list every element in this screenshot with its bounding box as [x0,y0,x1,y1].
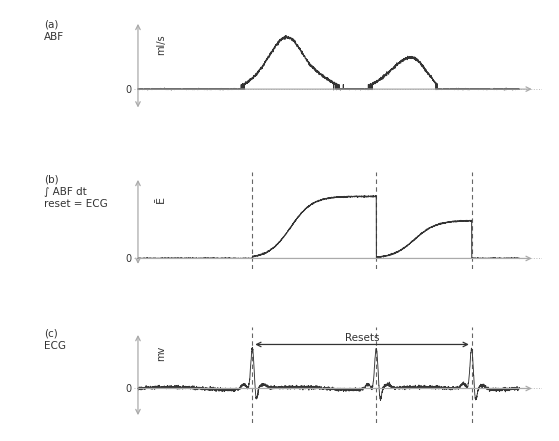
Text: mv: mv [156,346,165,362]
Text: 0: 0 [125,384,131,394]
Text: 0: 0 [125,254,131,264]
Text: (a)
ABF: (a) ABF [44,19,64,42]
Text: Ē: Ē [156,196,165,203]
Text: 0: 0 [125,85,131,95]
Text: ml/s: ml/s [156,34,165,55]
Text: (c)
ECG: (c) ECG [44,329,67,351]
Text: (b)
∫ ABF dt
reset = ECG: (b) ∫ ABF dt reset = ECG [44,174,108,209]
Text: Resets: Resets [345,333,379,343]
